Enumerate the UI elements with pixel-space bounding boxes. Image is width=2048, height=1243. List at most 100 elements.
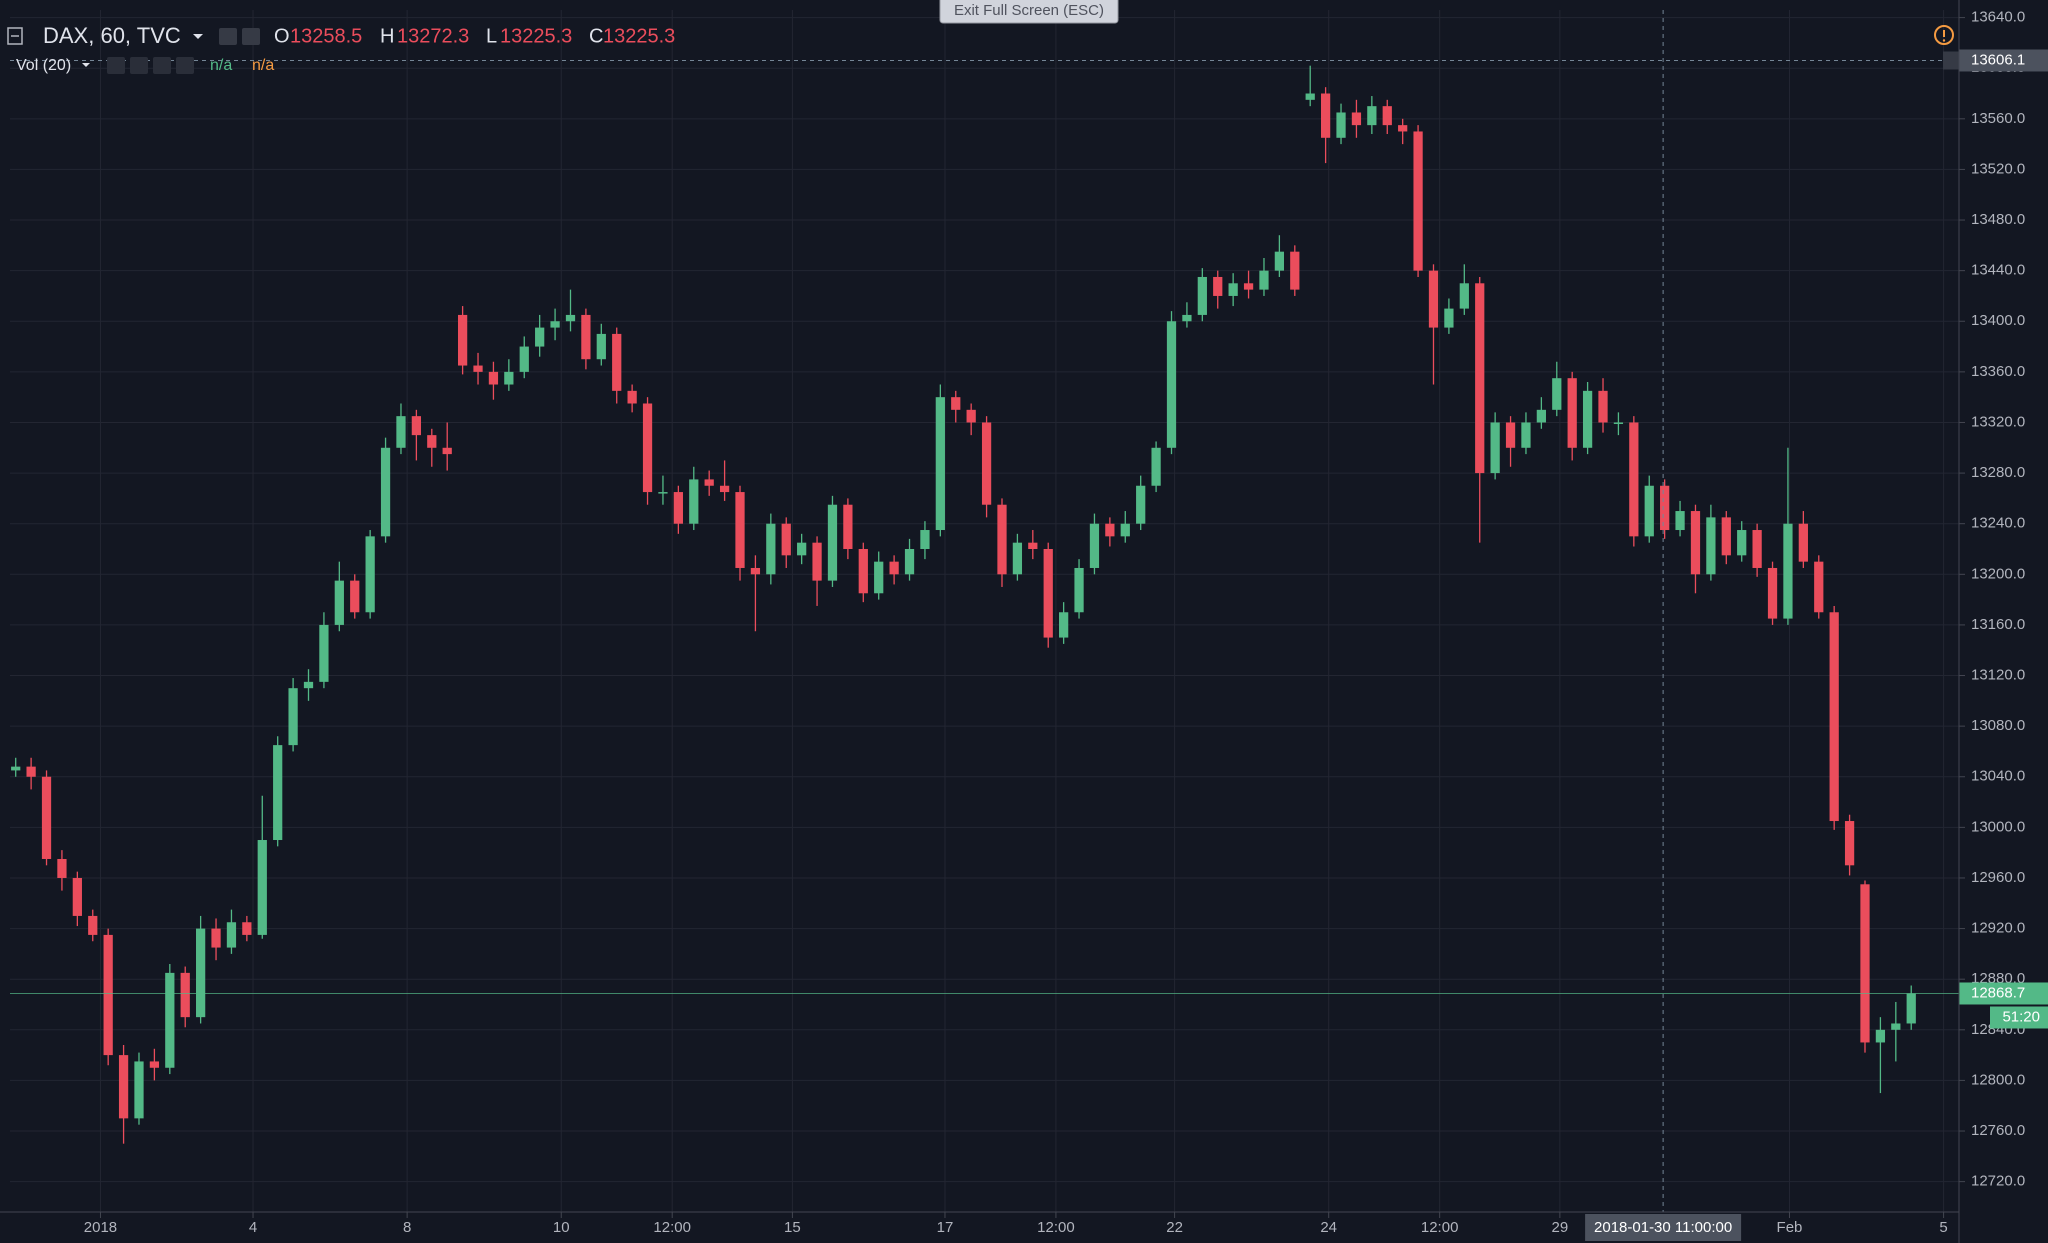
candle-body — [242, 922, 252, 935]
candle-body — [550, 321, 560, 328]
x-tick-label: 5 — [1939, 1219, 1947, 1236]
exit-fullscreen-label: Exit Full Screen (ESC) — [954, 2, 1104, 19]
candle-body — [380, 447, 391, 537]
candle-body — [196, 928, 206, 1018]
candle-body — [827, 504, 838, 581]
candle-body — [581, 314, 591, 360]
last-price-box — [1959, 982, 2048, 1005]
crosshair-date-box — [1585, 1214, 1742, 1241]
candle-body — [519, 346, 529, 372]
x-tick-label: 24 — [1320, 1219, 1337, 1236]
ohlc-value: 13258.5 — [290, 25, 362, 47]
y-tick-label: 13520.0 — [1971, 160, 2025, 177]
candle-body — [149, 1061, 160, 1068]
candle-body — [1336, 112, 1346, 138]
candle-body — [1613, 422, 1624, 424]
candle-body — [1536, 409, 1546, 423]
candle-body — [1320, 93, 1331, 138]
indicator-icon[interactable] — [176, 57, 194, 74]
warning-icon-dot — [1942, 39, 1946, 42]
y-tick-label: 13120.0 — [1971, 666, 2025, 683]
candle-body — [365, 536, 375, 613]
candle-body — [981, 422, 992, 505]
crosshair-price-box — [1959, 49, 2048, 72]
indicator-icon[interactable] — [153, 57, 171, 74]
candle-body — [1629, 422, 1639, 537]
y-tick-label: 13160.0 — [1971, 616, 2025, 633]
candle-body — [72, 877, 82, 916]
candle-body — [1675, 511, 1685, 531]
candle-body — [1891, 1023, 1901, 1030]
y-tick-label: 13640.0 — [1971, 9, 2025, 26]
candle-body — [165, 972, 175, 1068]
ohlc-key: L — [486, 25, 497, 47]
overlay: 12868.7 51:20 13606.1 2018-01-30 11:00:00 — [10, 10, 2048, 1241]
candle-body — [134, 1061, 144, 1119]
candle-body — [1552, 378, 1562, 410]
indicator-icon[interactable] — [107, 57, 125, 74]
crosshair-price-label: 13606.1 — [1971, 51, 2025, 68]
indicator-name: Vol (20) — [16, 57, 71, 74]
symbol-dropdown[interactable] — [193, 34, 203, 39]
x-tick-label: Feb — [1777, 1219, 1803, 1236]
ohlc-key: H — [380, 25, 394, 47]
candle-body — [1860, 884, 1870, 1043]
candle-body — [1043, 549, 1053, 638]
candle-body — [1582, 390, 1593, 448]
x-tick-label: 15 — [784, 1219, 801, 1236]
candle-body — [874, 561, 884, 594]
candle-body — [1367, 106, 1377, 126]
y-tick-label: 13280.0 — [1971, 464, 2025, 481]
candle-body — [1197, 276, 1207, 315]
candle-body — [1875, 1029, 1886, 1043]
candle-body — [319, 624, 329, 682]
warning-icon[interactable] — [1934, 25, 1954, 45]
candle-body — [658, 492, 668, 494]
candle-body — [1752, 530, 1762, 568]
indicator-value: n/a — [252, 57, 274, 74]
y-tick-label: 12960.0 — [1971, 869, 2025, 886]
candle-body — [11, 766, 21, 771]
candle-body — [1120, 523, 1130, 537]
exit-fullscreen-button[interactable] — [939, 0, 1119, 24]
indicator-dropdown[interactable] — [82, 63, 90, 67]
candle-body — [1059, 612, 1069, 638]
ohlc-value: 13225.3 — [603, 25, 675, 47]
candle-body — [1644, 485, 1654, 537]
indicator-icon[interactable] — [130, 57, 148, 74]
collapse-icon[interactable] — [7, 27, 23, 45]
candle-body — [180, 972, 190, 1018]
candle-body — [1305, 93, 1315, 100]
candle-body — [396, 416, 406, 448]
candle-body — [565, 314, 576, 322]
candle-body — [904, 549, 915, 575]
x-tick-label: 17 — [937, 1219, 954, 1236]
candle-body — [1721, 517, 1731, 556]
candle-body — [781, 523, 791, 556]
candle-body — [673, 492, 683, 524]
y-tick-label: 12920.0 — [1971, 920, 2025, 937]
candle-body — [642, 403, 653, 493]
candle-body — [689, 479, 699, 524]
y-tick-label: 13400.0 — [1971, 312, 2025, 329]
candle-body — [1136, 485, 1146, 524]
countdown-label: 51:20 — [2002, 1008, 2040, 1025]
x-tick-label: 10 — [553, 1219, 570, 1236]
y-tick-label: 12760.0 — [1971, 1122, 2025, 1139]
candle-body — [1814, 561, 1824, 613]
candle-body — [843, 504, 853, 550]
candle-body — [427, 435, 437, 448]
eye-icon[interactable] — [219, 28, 237, 45]
candle-body — [1783, 523, 1793, 619]
candle-body — [1428, 270, 1439, 328]
candle-body — [1598, 390, 1608, 423]
countdown-box — [1990, 1006, 2048, 1029]
settings-icon[interactable] — [242, 28, 260, 45]
x-tick-label: 29 — [1552, 1219, 1569, 1236]
candle-body — [1012, 542, 1023, 575]
candle-body — [1660, 485, 1670, 531]
candle-body — [997, 504, 1007, 575]
candle-body — [535, 327, 545, 347]
y-tick-label: 13000.0 — [1971, 818, 2025, 835]
candle-body — [288, 688, 298, 746]
